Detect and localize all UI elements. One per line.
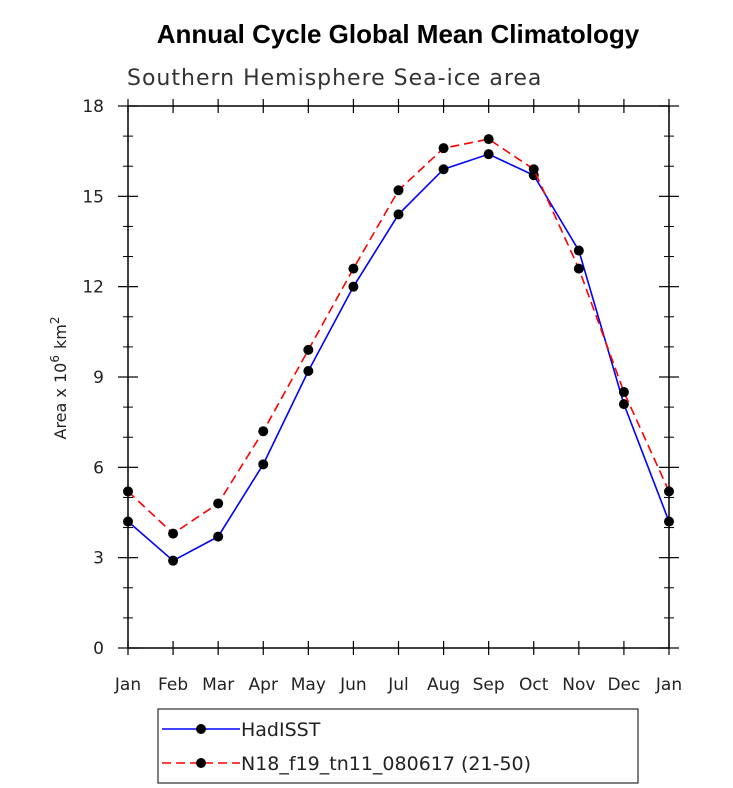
data-point xyxy=(664,486,674,497)
data-point xyxy=(123,516,133,527)
data-point xyxy=(618,399,629,410)
data-point xyxy=(258,459,269,470)
legend-label-model: N18_f19_tn11_080617 (21-50) xyxy=(241,753,531,775)
y-tick-label: 9 xyxy=(93,368,104,388)
data-point xyxy=(483,149,494,160)
series-line-1 xyxy=(127,138,670,535)
x-tick-label: Sep xyxy=(473,675,505,695)
x-tick-label: May xyxy=(291,675,326,695)
data-point xyxy=(348,263,359,274)
data-point xyxy=(213,498,224,509)
data-point xyxy=(393,209,404,220)
x-tick-label: Nov xyxy=(562,675,595,695)
x-tick-label: Jan xyxy=(114,675,141,695)
y-tick-label: 12 xyxy=(82,278,104,298)
data-point xyxy=(438,164,449,175)
x-tick-label: Feb xyxy=(158,675,188,695)
data-point xyxy=(168,528,179,539)
axis-tick-labels: Jan Feb Mar Apr May Jun Jul Aug Sep Oct Nov Dec Jan 0… xyxy=(82,97,682,695)
y-axis-label-unit-exponent: 2 xyxy=(48,317,62,325)
data-point xyxy=(168,555,179,566)
legend-label-hadisst: HadISST xyxy=(241,719,321,741)
legend-marker-hadisst xyxy=(196,724,206,734)
y-tick-label: 3 xyxy=(93,549,104,569)
data-point xyxy=(618,387,629,398)
y-tick-label: 18 xyxy=(82,97,104,117)
data-point xyxy=(303,344,314,355)
x-tick-label: Jul xyxy=(387,675,409,695)
legend: HadISST N18_f19_tn11_080617 (21-50) xyxy=(157,708,639,784)
legend-marker-model xyxy=(196,758,206,768)
data-point xyxy=(123,486,133,497)
legend-box xyxy=(157,708,639,784)
x-tick-label: Jan xyxy=(655,675,682,695)
data-point xyxy=(393,185,404,196)
data-point xyxy=(483,134,494,145)
axis-ticks xyxy=(118,99,679,655)
y-tick-label: 15 xyxy=(82,187,104,207)
data-point xyxy=(348,281,359,292)
y-axis-label: Area x 106 km2 xyxy=(48,317,70,440)
chart-title: Annual Cycle Global Mean Climatology xyxy=(157,19,640,49)
data-point xyxy=(664,516,674,527)
chart-subtitle: Southern Hemisphere Sea-ice area xyxy=(127,66,542,91)
data-point xyxy=(573,263,584,274)
x-tick-label: Mar xyxy=(202,675,234,695)
x-tick-label: Apr xyxy=(249,675,278,695)
data-point xyxy=(213,531,224,542)
data-point xyxy=(438,143,449,154)
data-point xyxy=(258,426,269,437)
y-axis-label-main: Area x 10 xyxy=(51,363,70,440)
x-tick-label: Dec xyxy=(607,675,640,695)
x-tick-label: Oct xyxy=(519,675,549,695)
y-tick-label: 0 xyxy=(93,639,104,659)
data-point xyxy=(528,164,539,175)
series-layer xyxy=(123,134,674,566)
y-tick-label: 6 xyxy=(93,458,104,478)
x-tick-label: Jun xyxy=(339,675,367,695)
y-axis-label-unit: km xyxy=(51,324,70,349)
data-point xyxy=(303,365,314,376)
x-tick-label: Aug xyxy=(427,675,460,695)
data-point xyxy=(573,245,584,256)
y-axis-label-exponent: 6 xyxy=(48,355,62,363)
